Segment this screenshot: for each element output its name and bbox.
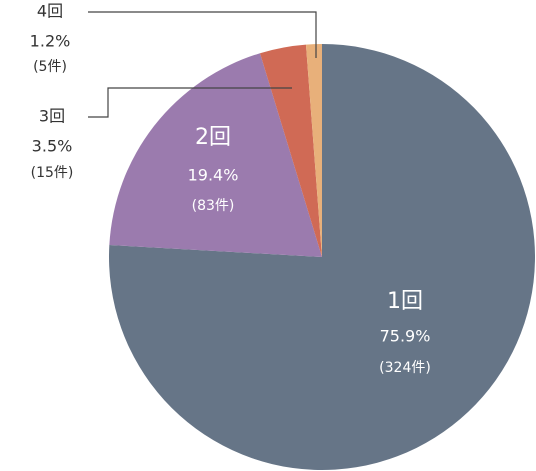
count-label: (83件) [192, 198, 235, 214]
pie-slice [109, 53, 322, 257]
labels: 1回 75.9% (324件) 2回 19.4% (83件) 3回 3.5% (15件) 4回 1.… [30, 2, 431, 377]
value-label: 3.5% [32, 137, 73, 156]
slices [108, 44, 536, 471]
slice-label: 4回 [37, 2, 63, 21]
slice-label: 2回 [195, 125, 231, 150]
leader-line [88, 87, 292, 118]
leaders [88, 11, 317, 118]
slice-label: 1回 [387, 289, 423, 314]
leader-line [88, 11, 317, 58]
pie-slice [260, 44, 322, 257]
count-label: (15件) [31, 165, 74, 181]
count-label: (324件) [379, 360, 431, 376]
slice-label: 3回 [39, 107, 65, 126]
count-label: (5件) [33, 59, 67, 75]
pie-slice [305, 44, 322, 257]
value-label: 19.4% [188, 166, 239, 185]
value-label: 75.9% [380, 327, 431, 346]
value-label: 1.2% [30, 32, 71, 51]
